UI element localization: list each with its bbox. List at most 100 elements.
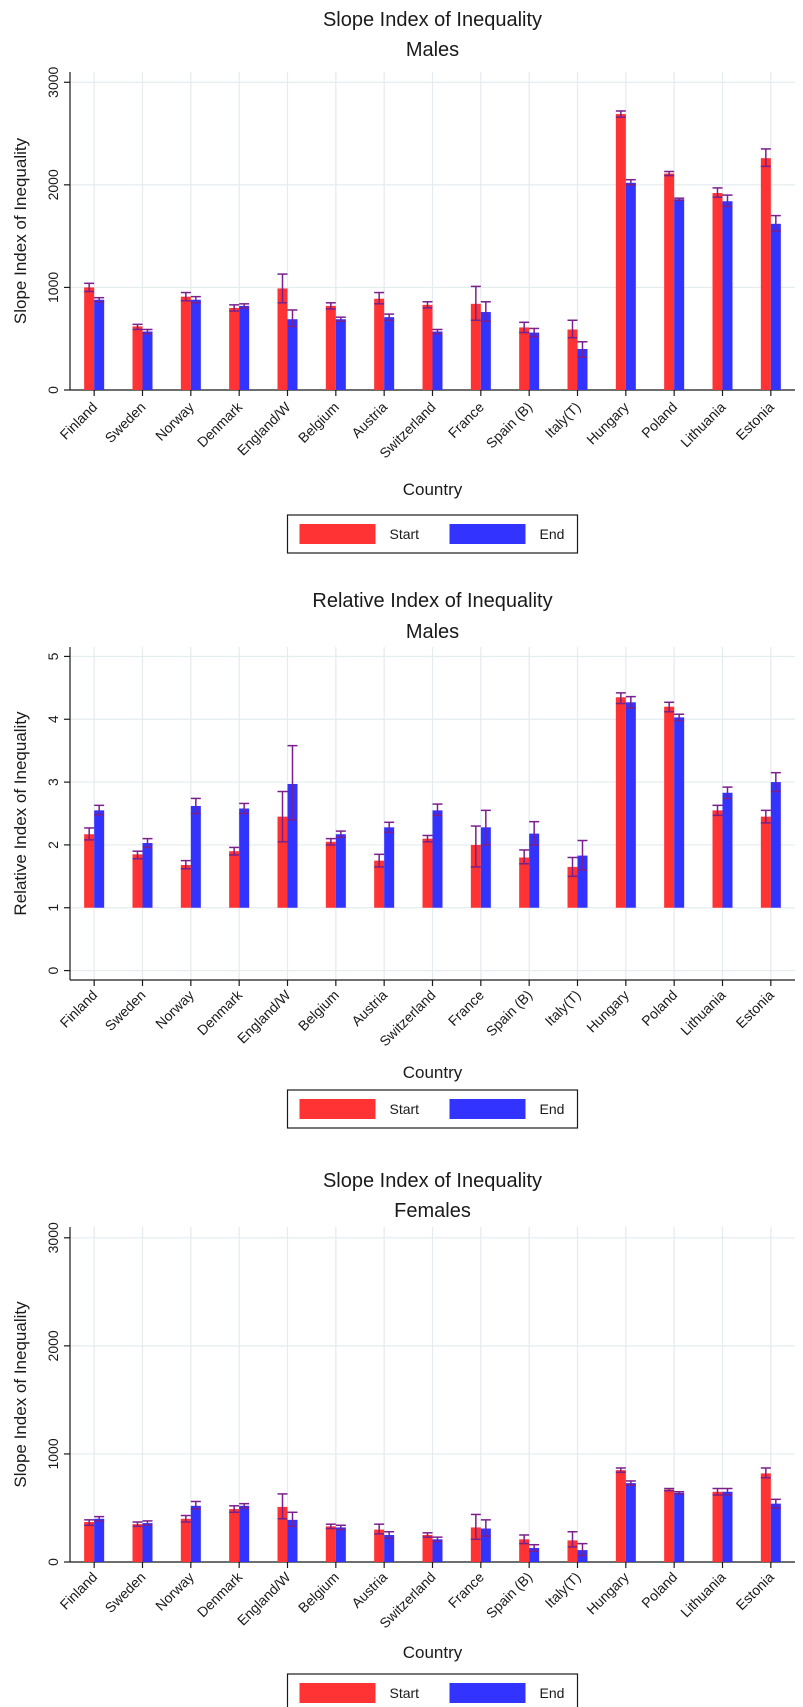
y-tick-label: 0 [45,1558,61,1566]
bar [287,319,298,390]
y-tick-label: 1000 [45,1438,61,1469]
y-tick-label: 2000 [45,169,61,200]
bar [770,1503,781,1562]
bar [84,287,95,390]
bar [615,1470,626,1562]
bar [384,827,395,908]
bar [480,827,491,908]
bar [664,706,675,908]
x-axis-label: Country [403,480,463,499]
bar [625,182,636,390]
bar [422,838,433,908]
x-tick-label: Finland [57,1569,101,1613]
x-tick-label: Lithuania [677,1569,729,1621]
x-tick-label: Italy(T) [542,1569,584,1611]
x-tick-label: England/W [234,986,294,1046]
bar [567,866,578,908]
bar [712,1491,723,1562]
bar [335,1527,346,1562]
bar [374,298,385,390]
bar [84,1522,95,1562]
x-tick-label: England/W [234,398,294,458]
x-tick-label: Austria [348,987,390,1029]
bar [325,305,336,390]
x-tick-label: France [445,987,487,1029]
legend-label-start: Start [390,1685,420,1701]
y-tick-label: 0 [45,386,61,394]
chart-title: Slope Index of Inequality [323,9,542,31]
bar [142,843,153,908]
bar [239,1505,250,1562]
x-tick-label: Sweden [102,399,149,446]
x-tick-label: Estonia [733,987,777,1031]
series-start [84,110,771,390]
chart-panel-3: Slope Index of Inequality Females 0 1000 200… [11,1170,795,1707]
legend-label-end: End [540,526,565,542]
legend-label-start: Start [390,1101,420,1117]
bar [384,317,395,390]
bar [712,810,723,908]
x-tick-label: Norway [152,987,197,1032]
x-tick-label: Spain (B) [483,987,536,1040]
bar [615,114,626,390]
bar [132,1524,143,1562]
y-tick-label: 2000 [45,1330,61,1361]
x-tick-label: Belgium [295,399,342,446]
x-tick-label: Norway [152,1569,197,1614]
bar [432,1539,443,1562]
x-tick-label: Hungary [583,1569,632,1618]
series-end [94,178,781,390]
x-tick-label: England/W [234,1568,294,1628]
x-tick-label: Austria [348,399,390,441]
chart-panel-2: Relative Index of Inequality Males 0 1 2 3 4 5 R… [11,590,795,1129]
chart-title: Slope Index of Inequality [323,1170,542,1192]
x-tick-label: Finland [57,987,101,1031]
bar [277,816,288,908]
chart-subtitle: Males [406,621,459,643]
y-axis-label: Relative Index of Inequality [11,711,30,916]
bar [470,1527,481,1562]
bar [470,303,481,390]
y-tick-label: 4 [45,715,61,723]
bar [229,307,240,390]
y-tick-label: 5 [45,652,61,660]
bar [770,782,781,908]
bar [277,1506,288,1562]
legend-swatch-end [449,1099,526,1119]
bar [577,855,588,908]
chart-panel-1: Slope Index of Inequality Males 0 1000 2000 3… [11,9,795,554]
y-tick-label: 3 [45,778,61,786]
legend-swatch-start [299,524,376,544]
bar [94,1518,105,1562]
x-tick-label: Poland [638,987,680,1029]
x-tick-label: Sweden [102,1569,149,1616]
x-axis-label: Country [403,1063,463,1082]
legend-label-end: End [540,1685,565,1701]
bar [325,841,336,908]
y-tick-label: 0 [45,966,61,974]
bar [229,851,240,908]
bar [132,854,143,908]
bar [287,1519,298,1562]
y-tick-label: 3000 [45,66,61,97]
y-tick-label: 1000 [45,272,61,303]
bar [722,1491,733,1562]
bar [470,844,481,908]
bar [674,199,685,390]
bar [335,319,346,390]
series-start [84,692,771,908]
bar [229,1509,240,1562]
bar [374,860,385,908]
x-tick-label: Italy(T) [542,987,584,1029]
legend-swatch-end [449,524,526,544]
bar [722,792,733,908]
y-axis-label: Slope Index of Inequality [11,137,30,324]
legend-label-start: Start [390,526,420,542]
bar [529,833,540,908]
y-tick-label: 3000 [45,1222,61,1253]
bar [567,1540,578,1562]
bar [239,305,250,390]
y-tick-label: 2 [45,841,61,849]
y-tick-label: 1 [45,904,61,912]
x-tick-label: Belgium [295,987,342,1034]
